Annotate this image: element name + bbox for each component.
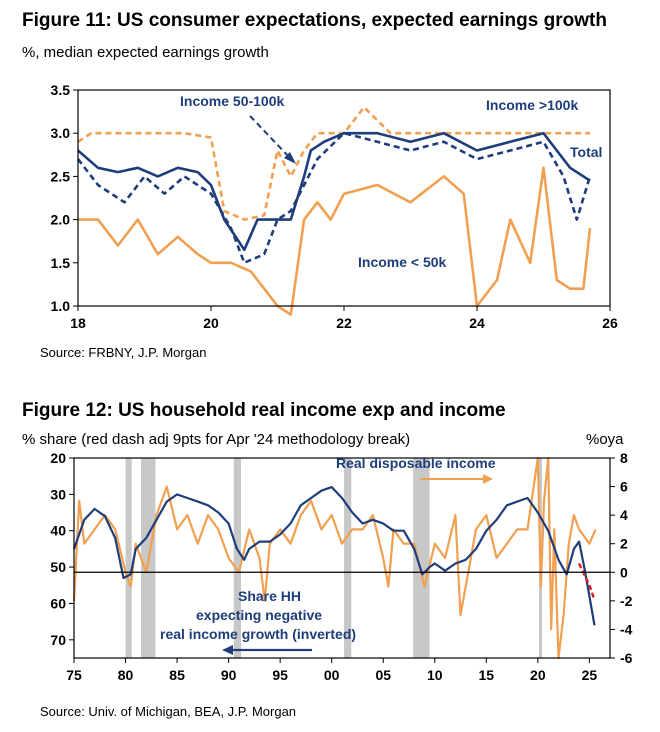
figure12-left-tick-label: 40 — [50, 523, 66, 539]
figure12-right-tick-label: -2 — [620, 593, 633, 609]
figure12-x-tick-label: 00 — [324, 667, 340, 683]
figure11-x-tick-label: 18 — [70, 315, 86, 331]
figure12-x-axis: 75 80 85 90 95 00 05 10 15 20 25 — [66, 658, 597, 683]
figure11-x-tick-label: 24 — [469, 315, 485, 331]
figure12-left-tick-label: 70 — [50, 632, 66, 648]
figure12-label-expecting-negative: expecting negative — [196, 607, 322, 623]
figure12-title: Figure 12: US household real income exp … — [22, 400, 506, 421]
figure12-x-tick-label: 95 — [272, 667, 288, 683]
figure11-label-income-under-50k: Income < 50k — [358, 254, 447, 270]
figure11-series-income-50-100k — [76, 131, 592, 265]
figure12-x-tick-label: 20 — [530, 667, 546, 683]
figure12-series-group — [72, 456, 597, 660]
figure12-x-tick-label: 85 — [169, 667, 185, 683]
figure11-label-income-over-100k: Income >100k — [486, 97, 578, 113]
figure12-series-share-hh-red-dash-adj — [578, 562, 596, 601]
figure12-left-axis: 20 30 40 50 60 70 — [50, 450, 74, 648]
figure12-right-tick-label: -4 — [620, 621, 633, 637]
figure12-right-axis-unit: %oya — [586, 431, 624, 448]
figure11-y-tick-label: 2.5 — [51, 168, 71, 184]
figure12-left-tick-label: 30 — [50, 486, 66, 502]
figure12-recession-band — [233, 458, 241, 658]
figure11-chart: 1.0 1.5 2.0 2.5 3.0 3.5 18 20 22 24 26 Income 50-… — [51, 82, 618, 331]
figure12-right-tick-label: 4 — [620, 507, 628, 523]
figure12-label-real-income-growth-inverted: real income growth (inverted) — [160, 626, 356, 642]
figure12-right-tick-label: 6 — [620, 479, 628, 495]
figure12-plot-frame — [73, 457, 611, 659]
figure12-x-tick-label: 15 — [479, 667, 495, 683]
figure12-label-share-hh: Share HH — [238, 588, 301, 604]
figure12-right-tick-label: 2 — [620, 536, 628, 552]
figure12-left-tick-label: 50 — [50, 559, 66, 575]
figure11-y-tick-label: 3.0 — [51, 125, 71, 141]
figure11-y-axis: 1.0 1.5 2.0 2.5 3.0 3.5 — [51, 82, 78, 314]
figure12-right-tick-label: 0 — [620, 564, 628, 580]
figure12-left-tick-label: 20 — [50, 450, 66, 466]
figure12-x-tick-label: 80 — [118, 667, 134, 683]
figure11-series-income-50k — [78, 166, 592, 316]
figure11-title: Figure 11: US consumer expectations, exp… — [22, 10, 607, 31]
figure12-subtitle: % share (red dash adj 9pts for Apr '24 m… — [22, 431, 411, 448]
figure12-left-tick-label: 60 — [50, 595, 66, 611]
figure11-plot-frame — [77, 89, 611, 307]
figure11-x-axis: 18 20 22 24 26 — [70, 306, 618, 331]
figure11-arrow-income-50-100k — [249, 115, 291, 159]
figure12-arrowhead-real-disposable-income — [483, 474, 493, 484]
figure12-x-tick-label: 75 — [66, 667, 82, 683]
figure11-series-group — [76, 105, 592, 316]
figure11-x-tick-label: 26 — [602, 315, 618, 331]
figure11-y-tick-label: 1.0 — [51, 298, 71, 314]
figure12-x-tick-label: 10 — [427, 667, 443, 683]
figure12-recession-band — [125, 458, 132, 658]
figure12-arrowhead-share-hh — [222, 645, 233, 655]
figure12-x-tick-label: 25 — [582, 667, 598, 683]
figure12-series-share-hh-expecting-negative-real-income-growth-inverted — [72, 485, 596, 626]
figure11-arrowhead-income-50-100k — [284, 152, 296, 164]
figure11-x-tick-label: 20 — [203, 315, 219, 331]
figure12-label-real-disposable-income: Real disposable income — [336, 455, 496, 471]
figure12-x-tick-label: 90 — [221, 667, 237, 683]
figure12-right-tick-label: -6 — [620, 650, 633, 666]
figure12-right-axis: 8 6 4 2 0 -2 -4 -6 — [610, 450, 633, 666]
figure11-label-total: Total — [570, 144, 602, 160]
figure12-series-real-disposable-income — [72, 456, 597, 660]
figure12-source: Source: Univ. of Michigan, BEA, J.P. Mor… — [40, 704, 297, 719]
figure11-subtitle: %, median expected earnings growth — [22, 44, 269, 61]
figure11-label-income-50-100k: Income 50-100k — [180, 93, 284, 109]
figure12-recession-band — [413, 458, 430, 658]
figure11-series-total — [77, 131, 591, 252]
figure12-x-tick-label: 05 — [375, 667, 391, 683]
figure11-series-income-100k — [77, 105, 590, 221]
figure11-y-tick-label: 1.5 — [51, 255, 71, 271]
figure12-right-tick-label: 8 — [620, 450, 628, 466]
figure11-y-tick-label: 2.0 — [51, 212, 71, 228]
figure11-x-tick-label: 22 — [336, 315, 352, 331]
figure12-recession-band — [344, 458, 352, 658]
figure11-y-tick-label: 3.5 — [51, 82, 71, 98]
figure11-source: Source: FRBNY, J.P. Morgan — [40, 345, 207, 360]
